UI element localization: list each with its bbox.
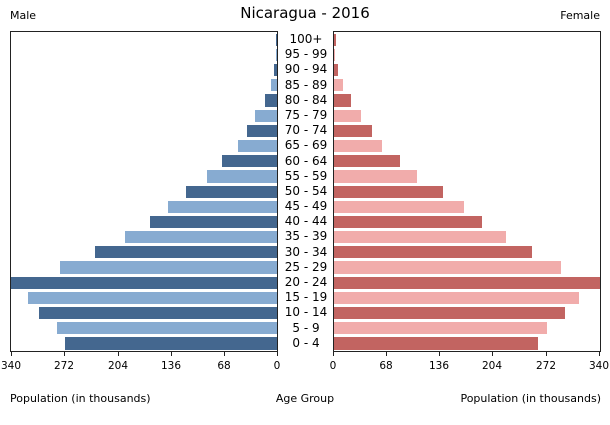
female-bar-0 - 4 <box>334 337 538 350</box>
male-bar-25 - 29 <box>59 261 277 274</box>
x-axis-tick <box>546 352 547 356</box>
age-group-label: 95 - 99 <box>284 47 328 62</box>
x-axis-tick <box>492 352 493 356</box>
x-axis-tick <box>599 352 600 356</box>
x-axis-tick-label: 272 <box>53 360 75 372</box>
male-bar-55 - 59 <box>206 170 277 183</box>
female-bar-90 - 94 <box>334 63 338 77</box>
age-group-label: 80 - 84 <box>284 92 328 107</box>
female-bar-20 - 24 <box>334 276 600 289</box>
male-bar-5 - 9 <box>57 322 277 335</box>
x-axis-tick <box>171 352 172 356</box>
female-bar-85 - 89 <box>334 79 343 92</box>
female-bars-panel <box>333 31 601 352</box>
right-axis-label: Population (in thousands) <box>460 392 601 405</box>
x-axis-tick-label: 136 <box>160 360 182 372</box>
x-axis-tick <box>386 352 387 356</box>
age-group-label: 70 - 74 <box>284 123 328 138</box>
female-bar-60 - 64 <box>334 155 401 168</box>
male-bar-65 - 69 <box>237 139 277 153</box>
age-group-label: 10 - 14 <box>284 305 328 320</box>
age-group-label: 45 - 49 <box>284 199 328 214</box>
male-bar-45 - 49 <box>168 200 277 213</box>
female-bar-35 - 39 <box>334 231 506 244</box>
male-bar-100+ <box>276 33 277 46</box>
male-bar-20 - 24 <box>11 276 277 289</box>
age-group-label: 30 - 34 <box>284 244 328 259</box>
left-axis-label: Population (in thousands) <box>10 392 151 405</box>
x-axis-tick-label: 0 <box>329 360 337 372</box>
female-bar-55 - 59 <box>334 170 417 183</box>
male-bar-15 - 19 <box>27 291 277 305</box>
x-axis-tick <box>64 352 65 356</box>
x-axis-tick-label: 204 <box>481 360 503 372</box>
female-bar-75 - 79 <box>334 109 362 122</box>
age-group-label: 35 - 39 <box>284 229 328 244</box>
x-axis-tick-label: 136 <box>428 360 450 372</box>
age-group-label: 65 - 69 <box>284 138 328 153</box>
female-bar-15 - 19 <box>334 291 580 305</box>
male-panel-header: Male <box>10 9 37 22</box>
age-group-axis: 100+ 95 - 99 90 - 94 85 - 89 80 - 84 75 - 79 7… <box>279 31 333 352</box>
age-group-label: 40 - 44 <box>284 214 328 229</box>
age-group-label: 50 - 54 <box>284 183 328 198</box>
age-group-label: 85 - 89 <box>284 77 328 92</box>
center-axis-label: Age Group <box>275 392 335 405</box>
female-bar-25 - 29 <box>334 261 561 274</box>
male-bar-50 - 54 <box>185 185 277 198</box>
age-group-label: 100+ <box>289 32 323 46</box>
female-bar-30 - 34 <box>334 246 533 259</box>
male-bar-10 - 14 <box>39 307 277 320</box>
age-group-label: 25 - 29 <box>284 259 328 274</box>
female-bar-100+ <box>334 33 336 46</box>
male-bar-85 - 89 <box>270 79 277 92</box>
x-axis-tick-label: 204 <box>107 360 129 372</box>
x-axis-tick-label: 68 <box>379 360 393 372</box>
x-axis-tick <box>118 352 119 356</box>
female-bar-5 - 9 <box>334 322 547 335</box>
chart-title: Nicaragua - 2016 <box>240 4 370 22</box>
x-axis-tick <box>439 352 440 356</box>
female-bar-50 - 54 <box>334 185 443 198</box>
female-bar-65 - 69 <box>334 139 383 153</box>
age-group-label: 20 - 24 <box>284 275 328 290</box>
age-group-label: 90 - 94 <box>284 62 328 77</box>
x-axis-tick-label: 272 <box>535 360 557 372</box>
male-bar-35 - 39 <box>124 231 277 244</box>
male-bar-90 - 94 <box>273 63 277 77</box>
age-group-label: 55 - 59 <box>284 168 328 183</box>
male-bars-panel <box>10 31 278 352</box>
x-axis-tick <box>277 352 278 356</box>
male-bar-60 - 64 <box>221 155 277 168</box>
age-group-label: 5 - 9 <box>292 320 320 335</box>
x-axis-tick-label: 0 <box>273 360 281 372</box>
x-axis-tick-label: 340 <box>0 360 22 372</box>
female-bar-95 - 99 <box>334 48 335 61</box>
age-group-label: 60 - 64 <box>284 153 328 168</box>
male-bar-0 - 4 <box>65 337 277 350</box>
age-group-label: 0 - 4 <box>292 335 320 350</box>
male-bar-30 - 34 <box>94 246 277 259</box>
female-panel-header: Female <box>560 9 600 22</box>
x-axis-tick <box>333 352 334 356</box>
female-bar-70 - 74 <box>334 124 372 137</box>
male-bar-80 - 84 <box>264 94 277 107</box>
age-group-label: 75 - 79 <box>284 107 328 122</box>
male-bar-75 - 79 <box>255 109 277 122</box>
x-axis-tick-label: 68 <box>217 360 231 372</box>
x-axis-tick <box>224 352 225 356</box>
age-group-label: 15 - 19 <box>284 290 328 305</box>
female-bar-80 - 84 <box>334 94 352 107</box>
male-bar-95 - 99 <box>276 48 277 61</box>
female-bar-45 - 49 <box>334 200 464 213</box>
female-bar-40 - 44 <box>334 215 482 229</box>
female-bar-10 - 14 <box>334 307 565 320</box>
male-bar-40 - 44 <box>149 215 277 229</box>
male-bar-70 - 74 <box>246 124 277 137</box>
x-axis-tick-label: 340 <box>588 360 610 372</box>
x-axis-tick <box>11 352 12 356</box>
